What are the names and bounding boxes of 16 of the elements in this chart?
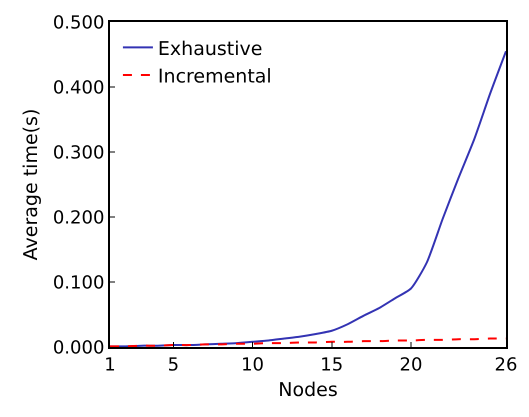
legend-label: Exhaustive [158,38,262,60]
y-axis-title: Average time(s) [20,108,42,260]
y-tick-label: 0.200 [52,207,104,228]
x-tick-label: 15 [320,354,344,376]
y-tick-label: 0.400 [52,77,104,98]
legend-label: Incremental [158,65,272,88]
x-tick-label: 5 [168,354,180,376]
x-axis-title: Nodes [278,378,338,401]
x-tick-label: 10 [241,354,264,376]
y-tick-label: 0.000 [52,337,104,358]
y-tick-label: 0.100 [52,272,104,294]
x-tick-label: 1 [104,354,116,376]
x-tick-label: 20 [400,354,422,376]
x-tick-label: 26 [494,354,518,376]
y-tick-label: 0.500 [52,12,104,34]
y-tick-label: 0.300 [52,142,104,164]
